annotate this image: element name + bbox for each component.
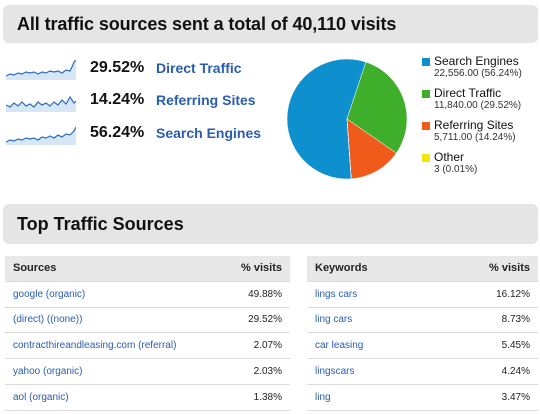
keyword-link[interactable]: ling (307, 384, 434, 411)
source-link-direct[interactable]: Direct Traffic (156, 60, 242, 76)
table-row: lings cars 16.12% (307, 281, 538, 308)
keyword-link[interactable]: ling cars (307, 307, 434, 334)
legend-name: Referring Sites (434, 118, 514, 132)
source-link[interactable]: google (organic) (5, 281, 222, 308)
visits-pct: 2.03% (221, 358, 290, 385)
source-row-referring: 14.24% Referring Sites (6, 90, 256, 112)
legend-name: Direct Traffic (434, 86, 502, 100)
source-row-direct: 29.52% Direct Traffic (6, 58, 242, 80)
table-row: contracthireandleasing.com (referral) 2.… (5, 332, 290, 360)
source-link-referring[interactable]: Referring Sites (156, 92, 256, 108)
table-row: lingscars 4.24% (307, 358, 538, 385)
visits-pct: 2.07% (221, 332, 290, 360)
pie-slice-direct-traffic (346, 61, 408, 154)
sparkline-referring (6, 95, 76, 112)
table-row: (direct) ((none)) 29.52% (5, 307, 290, 334)
legend-swatch (422, 122, 430, 130)
legend-swatch (422, 58, 430, 66)
legend-value: 3 (0.01%) (434, 164, 478, 175)
source-link[interactable]: (direct) ((none)) (5, 307, 222, 334)
table-header-row: Sources % visits (5, 256, 290, 282)
visits-pct: 16.12% (433, 281, 538, 308)
source-link[interactable]: aol (organic) (5, 384, 222, 411)
pie-legend: Search Engines 22,556.00 (56.24%) Direct… (420, 55, 538, 183)
table-row: aol (organic) 1.38% (5, 384, 290, 411)
table-row: car leasing 5.45% (307, 332, 538, 360)
source-pct: 14.24% (90, 91, 145, 108)
visits-pct: 8.73% (433, 307, 538, 334)
table-row: ling 3.47% (307, 384, 538, 411)
legend-item-other: Other 3 (0.01%) (420, 151, 538, 176)
top-sources-header: Top Traffic Sources (3, 204, 538, 244)
top-sources-title: Top Traffic Sources (17, 214, 184, 234)
source-link-search[interactable]: Search Engines (156, 125, 262, 141)
col-header-keywords: Keywords (307, 256, 434, 282)
col-header-visits: % visits (433, 256, 538, 282)
keyword-link[interactable]: lings cars (307, 281, 434, 308)
legend-item-referring-sites: Referring Sites 5,711.00 (14.24%) (420, 119, 538, 144)
traffic-pie-chart (286, 58, 408, 180)
pie-slice-search-engines (286, 58, 367, 180)
keywords-table: Keywords % visits lings cars 16.12% ling… (307, 256, 538, 411)
table-row: ling cars 8.73% (307, 307, 538, 334)
pie-slice-referring-sites (346, 118, 397, 180)
visits-pct: 5.45% (433, 332, 538, 360)
legend-item-direct-traffic: Direct Traffic 11,840.00 (29.52%) (420, 87, 538, 112)
visits-pct: 49.88% (221, 281, 290, 308)
col-header-visits: % visits (221, 256, 290, 282)
pie-slice-other (346, 118, 352, 180)
legend-value: 22,556.00 (56.24%) (434, 68, 522, 79)
source-row-search: 56.24% Search Engines (6, 123, 261, 145)
sparkline-direct (6, 59, 76, 80)
source-pct: 29.52% (90, 59, 145, 76)
sparkline-search (6, 126, 76, 145)
source-link[interactable]: contracthireandleasing.com (referral) (5, 332, 222, 360)
table-row: yahoo (organic) 2.03% (5, 358, 290, 385)
source-link[interactable]: yahoo (organic) (5, 358, 222, 385)
legend-value: 5,711.00 (14.24%) (434, 132, 516, 143)
visits-pct: 29.52% (221, 307, 290, 334)
legend-name: Search Engines (434, 54, 519, 68)
legend-item-search-engines: Search Engines 22,556.00 (56.24%) (420, 55, 538, 80)
summary-header: All traffic sources sent a total of 40,1… (3, 5, 538, 43)
legend-value: 11,840.00 (29.52%) (434, 100, 522, 111)
legend-swatch (422, 154, 430, 162)
keyword-link[interactable]: car leasing (307, 332, 434, 360)
col-header-sources: Sources (5, 256, 222, 282)
visits-pct: 3.47% (433, 384, 538, 411)
table-row: google (organic) 49.88% (5, 281, 290, 308)
source-pct: 56.24% (90, 124, 145, 141)
legend-name: Other (434, 150, 465, 164)
table-header-row: Keywords % visits (307, 256, 538, 282)
page-title: All traffic sources sent a total of 40,1… (17, 14, 397, 34)
sources-table: Sources % visits google (organic) 49.88%… (5, 256, 290, 411)
legend-swatch (422, 90, 430, 98)
keyword-link[interactable]: lingscars (307, 358, 434, 385)
visits-pct: 4.24% (433, 358, 538, 385)
visits-pct: 1.38% (221, 384, 290, 411)
